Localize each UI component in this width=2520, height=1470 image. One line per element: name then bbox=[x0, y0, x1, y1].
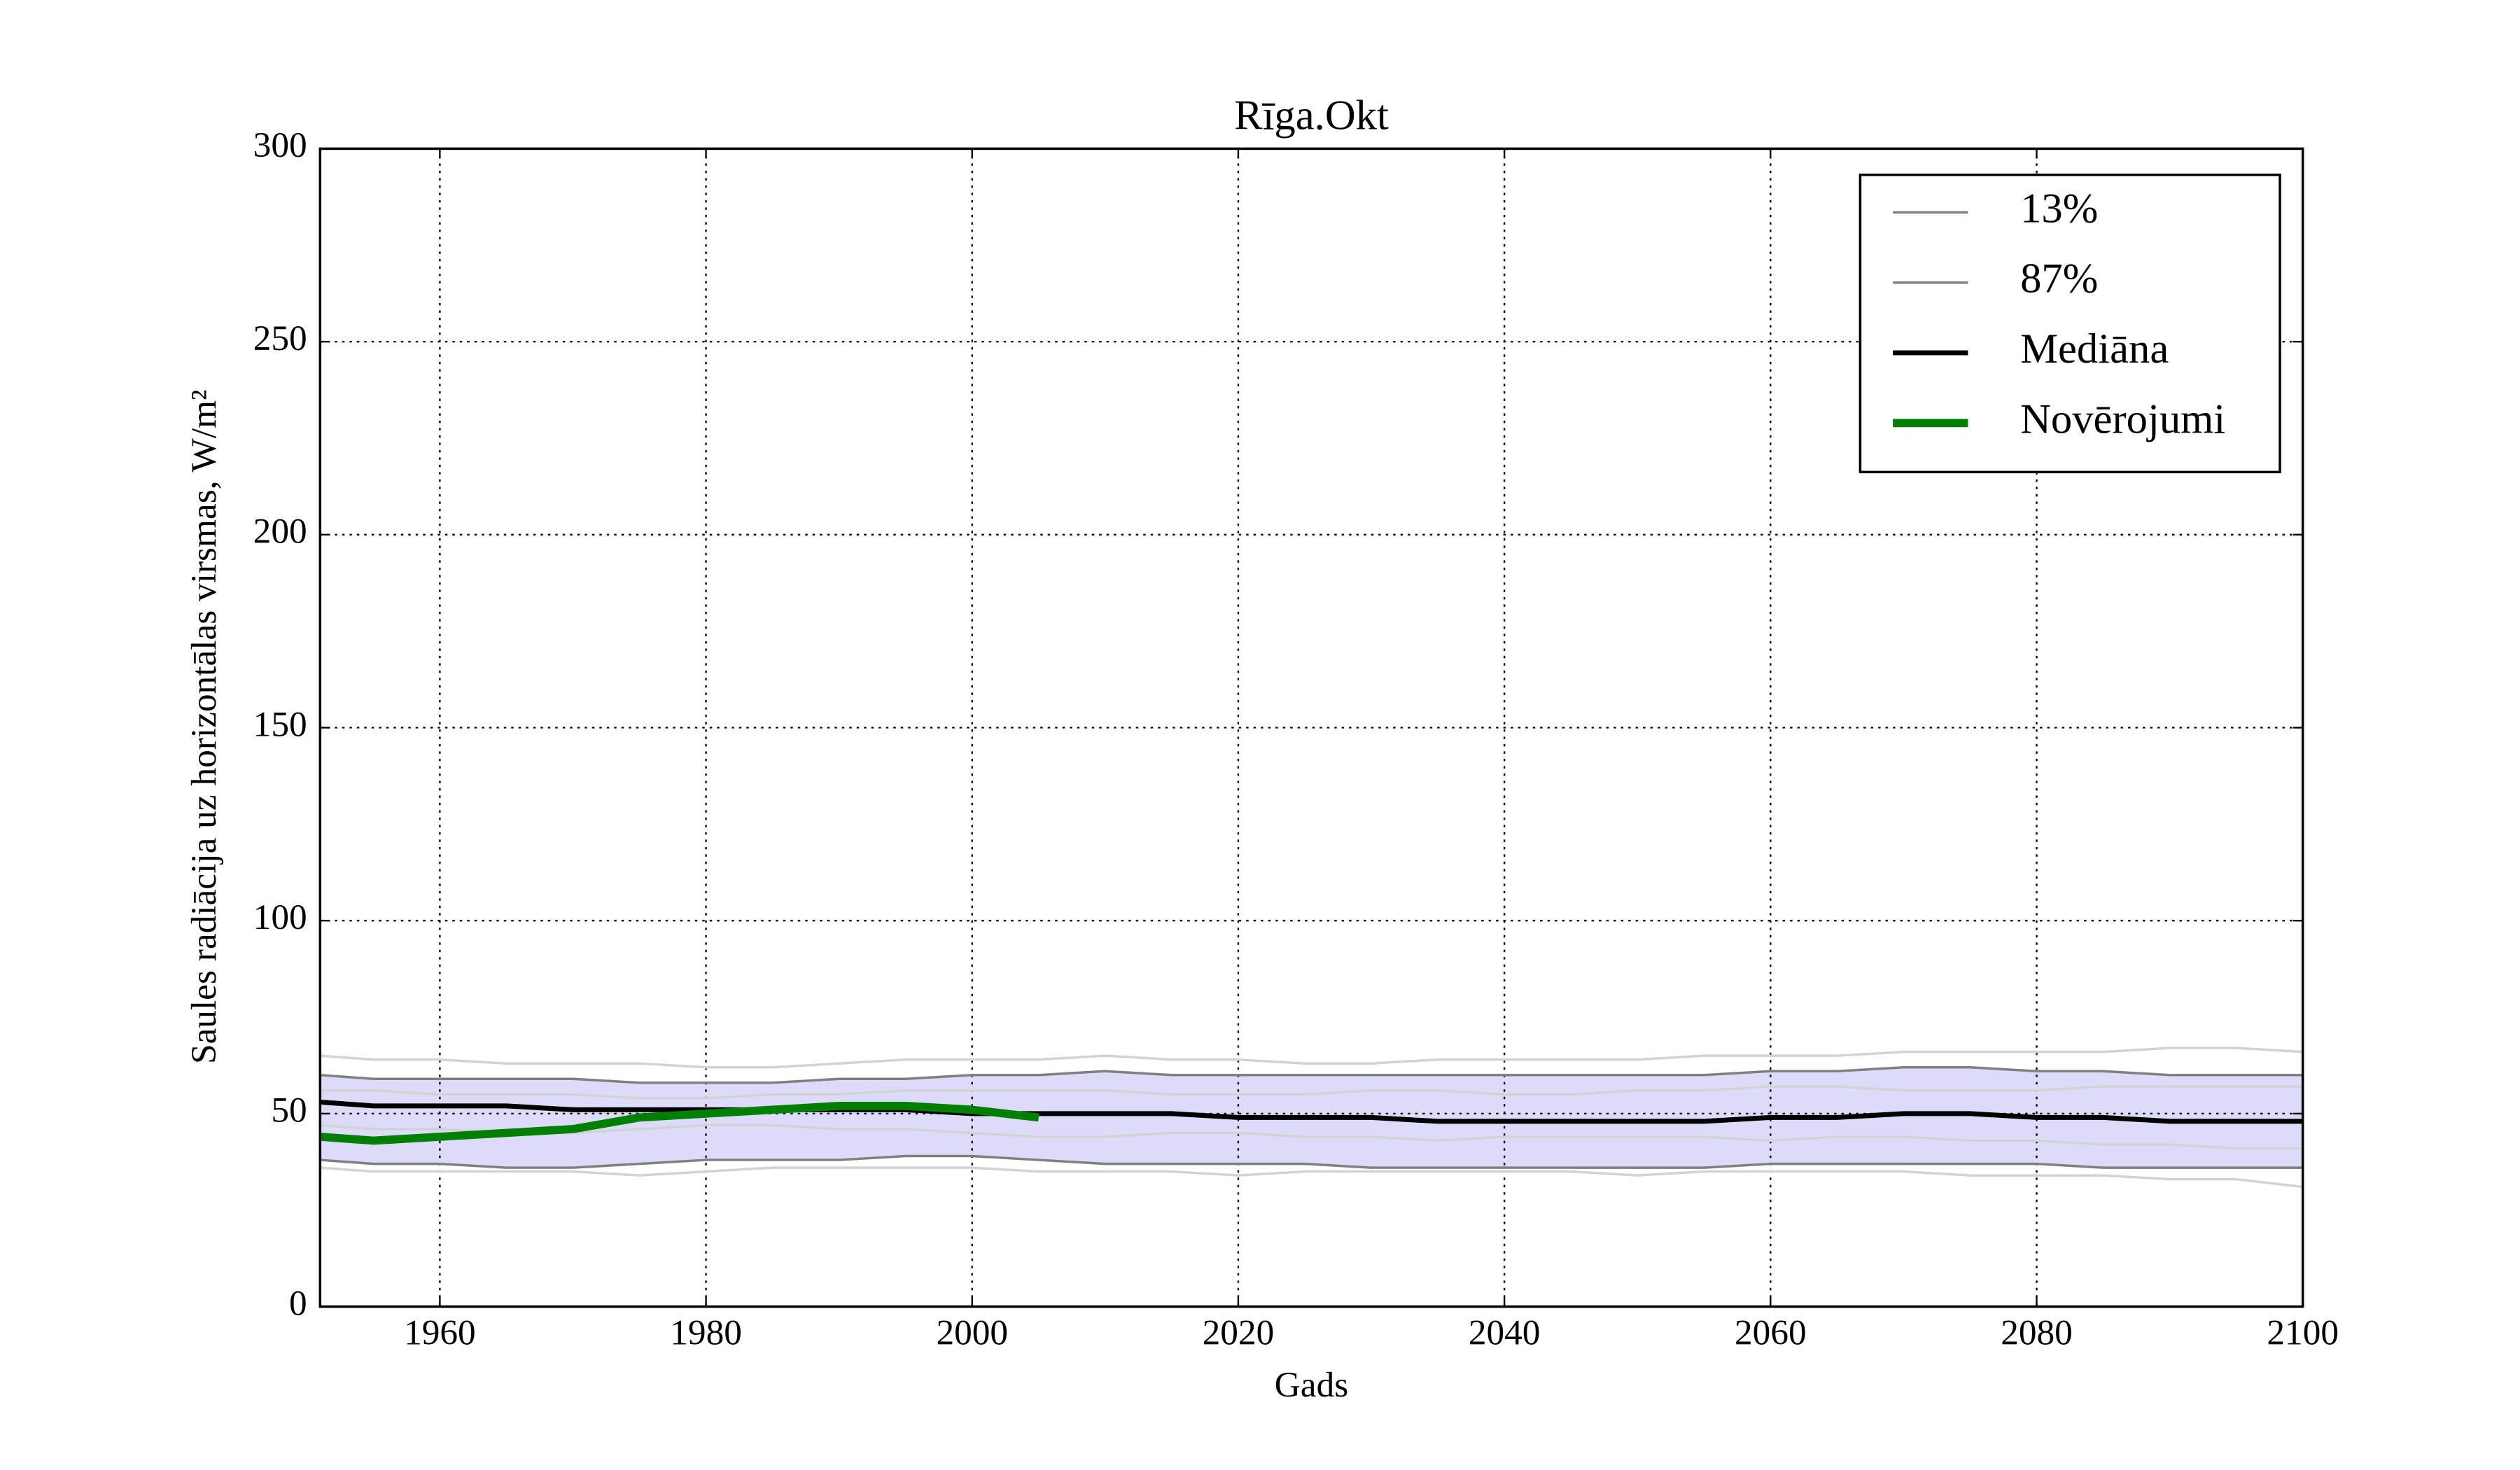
y-tick-label: 150 bbox=[253, 704, 307, 744]
x-tick-label: 2020 bbox=[1203, 1312, 1275, 1352]
y-axis-label: Saules radiācija uz horizontālas virsmas… bbox=[184, 390, 224, 1064]
x-tick-label: 2100 bbox=[2267, 1312, 2339, 1352]
x-tick-label: 1980 bbox=[670, 1312, 742, 1352]
series-line bbox=[319, 1102, 1040, 1145]
y-tick-label: 100 bbox=[253, 897, 307, 937]
legend: 13% 87% Mediāna Novērojumi bbox=[1858, 173, 2281, 474]
y-tick-label: 50 bbox=[271, 1091, 307, 1130]
x-tick-label: 2000 bbox=[936, 1312, 1008, 1352]
y-tick-label: 0 bbox=[289, 1283, 307, 1323]
x-tick-label: 2060 bbox=[1735, 1312, 1807, 1352]
series-line bbox=[320, 1065, 2303, 1084]
y-tick-label: 250 bbox=[253, 318, 307, 358]
legend-label: 13% bbox=[2020, 185, 2098, 232]
ensemble-line bbox=[320, 1085, 2303, 1100]
series-line bbox=[320, 1154, 2303, 1169]
x-tick-label: 1960 bbox=[404, 1312, 476, 1352]
x-axis-label: Gads bbox=[1275, 1365, 1348, 1405]
y-tick-label: 300 bbox=[253, 125, 307, 165]
legend-label: Mediāna bbox=[2020, 326, 2169, 372]
legend-label: 87% bbox=[2020, 255, 2098, 302]
series-line bbox=[320, 1099, 2303, 1124]
y-tick-label: 200 bbox=[253, 512, 307, 552]
legend-label: Novērojumi bbox=[2020, 396, 2225, 442]
ensemble-line bbox=[320, 1166, 2303, 1189]
ensemble-line bbox=[320, 1124, 2303, 1150]
x-tick-label: 2040 bbox=[1469, 1312, 1541, 1352]
x-tick-label: 2080 bbox=[2001, 1312, 2073, 1352]
ensemble-line bbox=[320, 1046, 2303, 1069]
chart-title: Rīga.Okt bbox=[1234, 92, 1389, 139]
